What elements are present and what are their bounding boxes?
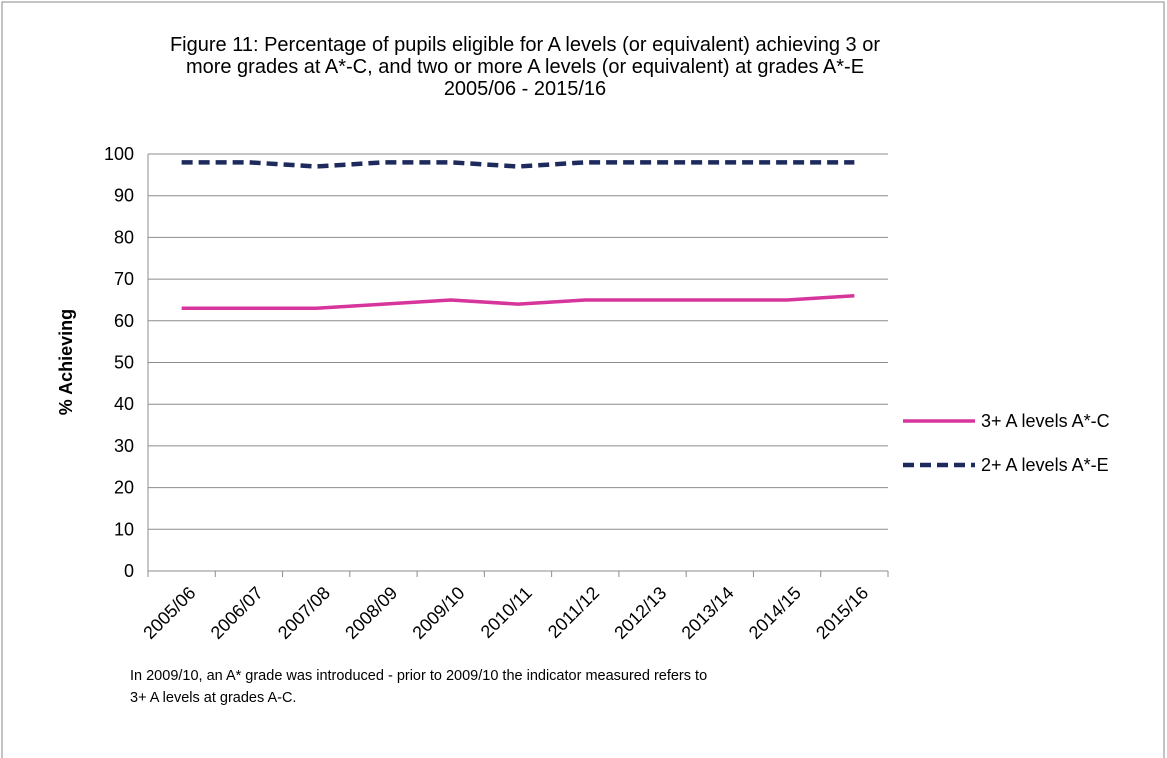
y-tick-label: 40 xyxy=(114,394,134,414)
x-tick-label: 2006/07 xyxy=(207,583,267,643)
x-tick-label: 2009/10 xyxy=(408,583,468,643)
series-line xyxy=(181,160,855,169)
x-tick-label: 2008/09 xyxy=(341,583,401,643)
y-tick-label: 50 xyxy=(114,353,134,373)
y-tick-label: 100 xyxy=(104,144,134,164)
note-line: 3+ A levels at grades A-C. xyxy=(130,690,297,706)
note-line: In 2009/10, an A* grade was introduced -… xyxy=(130,668,708,684)
x-tick-label: 2005/06 xyxy=(139,583,199,643)
title-line: Figure 11: Percentage of pupils eligible… xyxy=(169,34,881,56)
y-tick-label: 80 xyxy=(114,227,134,247)
note: In 2009/10, an A* grade was introduced -… xyxy=(130,665,950,709)
legend-label: 2+ A levels A*-E xyxy=(981,455,1109,475)
x-tick-label: 2012/13 xyxy=(610,583,670,643)
y-tick-label: 90 xyxy=(114,186,134,206)
chart-title: Figure 11: Percentage of pupils eligible… xyxy=(130,34,920,100)
x-tick-label: 2007/08 xyxy=(274,583,334,643)
legend-label: 3+ A levels A*-C xyxy=(981,411,1110,431)
y-tick-label: 30 xyxy=(114,436,134,456)
y-tick-label: 60 xyxy=(114,311,134,331)
y-tick-label: 10 xyxy=(114,519,134,539)
y-tick-label: 0 xyxy=(124,561,134,581)
y-tick-label: 20 xyxy=(114,478,134,498)
x-tick-label: 2010/11 xyxy=(477,583,536,642)
x-tick-label: 2014/15 xyxy=(745,583,805,643)
x-tick-label: 2011/12 xyxy=(544,583,603,642)
y-tick-label: 70 xyxy=(114,269,134,289)
x-tick-label: 2015/16 xyxy=(812,583,872,643)
title-line: more grades at A*-C, and two or more A l… xyxy=(185,56,865,78)
series-line xyxy=(181,294,855,311)
title-line: 2005/06 - 2015/16 xyxy=(443,78,607,100)
x-tick-label: 2013/14 xyxy=(678,583,738,643)
y-axis-label: % Achieving xyxy=(56,309,76,415)
